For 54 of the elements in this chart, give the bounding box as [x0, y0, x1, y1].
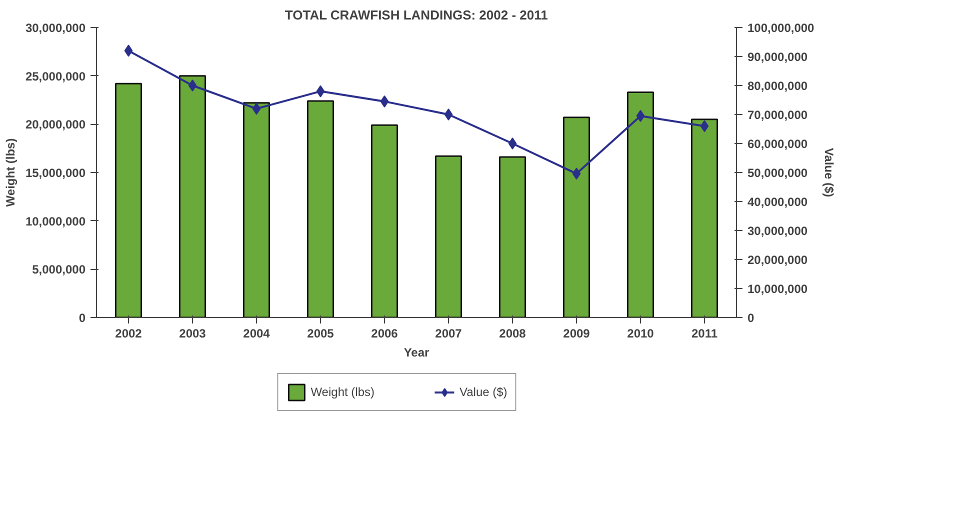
y-tick-label: 5,000,000	[32, 262, 86, 277]
y2-tick-label: 30,000,000	[748, 224, 808, 238]
point	[444, 108, 453, 120]
x-tick-label: 2002	[115, 326, 142, 340]
x-tick-label: 2004	[243, 326, 270, 340]
y2-axis-title: Value ($)	[822, 148, 836, 198]
legend-label: Weight (lbs)	[310, 385, 374, 399]
point	[508, 138, 517, 150]
y2-tick-label: 50,000,000	[748, 166, 808, 180]
y-tick-label: 25,000,000	[25, 69, 86, 84]
bar	[370, 124, 398, 318]
y-tick-label: 0	[78, 311, 86, 325]
bar	[178, 75, 206, 318]
point	[700, 120, 709, 132]
bar	[242, 102, 270, 318]
x-tick-label: 2007	[435, 326, 462, 340]
y-tick-label: 20,000,000	[25, 118, 86, 132]
y2-tick-label: 0	[748, 311, 754, 325]
x-tick-label: 2009	[563, 326, 590, 340]
bar	[306, 100, 334, 318]
legend-label: Value ($)	[459, 385, 508, 399]
y-tick-label: 30,000,000	[25, 21, 86, 35]
x-tick-label: 2005	[307, 326, 334, 340]
bar	[434, 155, 462, 318]
y-tick-label: 10,000,000	[25, 214, 86, 228]
y2-tick-label: 100,000,000	[748, 21, 815, 35]
y2-tick-label: 90,000,000	[748, 50, 808, 64]
x-tick-label: 2006	[371, 326, 398, 340]
x-axis-title: Year	[404, 346, 430, 360]
y2-tick-label: 60,000,000	[748, 137, 808, 151]
point	[380, 95, 389, 108]
y2-tick-label: 40,000,000	[748, 195, 808, 209]
point	[636, 110, 645, 122]
bar	[114, 82, 142, 318]
x-tick-label: 2003	[179, 326, 206, 340]
x-tick-label: 2008	[499, 326, 526, 340]
bar	[626, 92, 654, 318]
point	[572, 168, 581, 180]
point	[188, 80, 197, 92]
x-tick-label: 2010	[627, 326, 654, 340]
y2-tick-label: 20,000,000	[748, 253, 808, 267]
y-axis-title: Weight (lbs)	[3, 138, 18, 207]
point	[316, 85, 325, 98]
x-tick-label: 2011	[691, 326, 718, 340]
bar	[690, 118, 718, 318]
y2-tick-label: 10,000,000	[748, 282, 808, 296]
bar	[498, 156, 526, 318]
point	[124, 44, 133, 57]
y-tick-label: 15,000,000	[25, 166, 86, 180]
chart-title: TOTAL CRAWFISH LANDINGS: 2002 - 2011	[284, 8, 548, 22]
point	[252, 102, 261, 115]
y2-tick-label: 80,000,000	[748, 79, 808, 93]
y2-tick-label: 70,000,000	[748, 108, 808, 122]
bar	[562, 116, 590, 318]
